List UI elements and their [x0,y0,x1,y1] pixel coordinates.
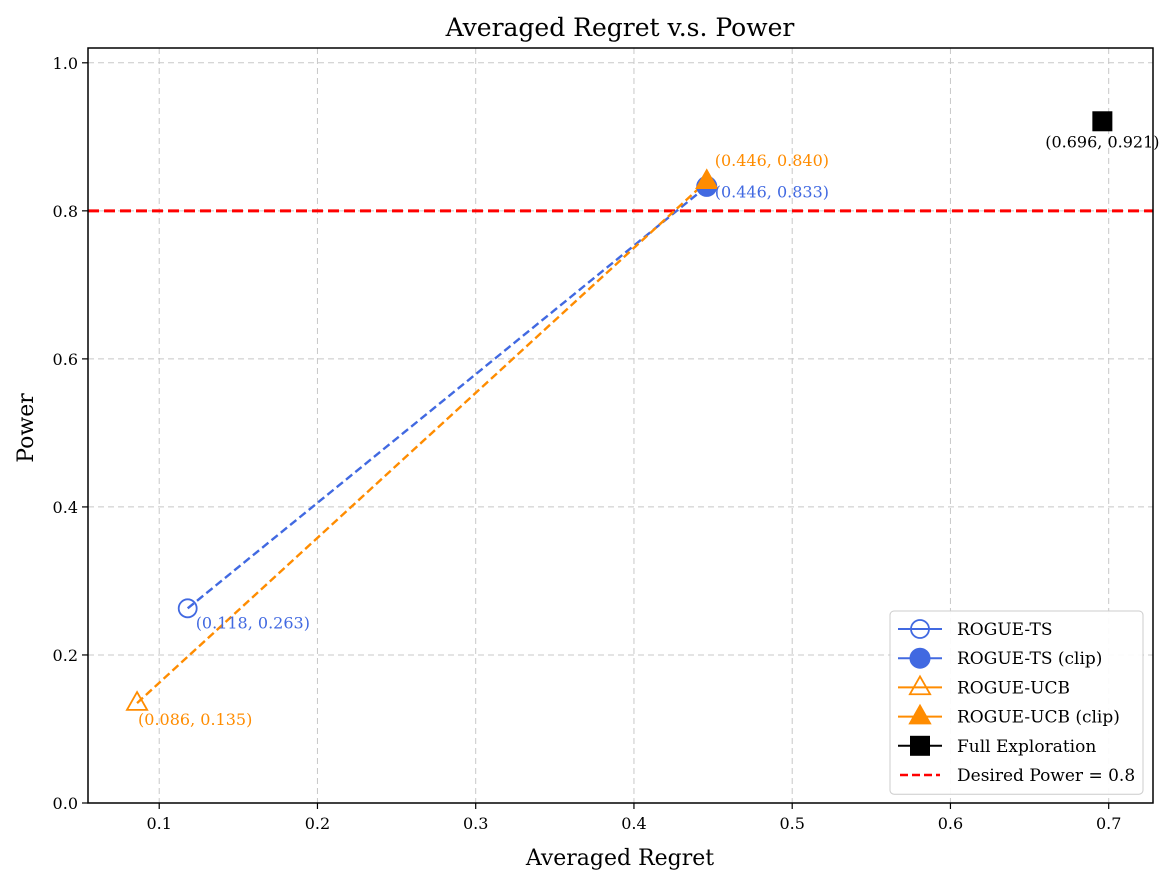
x-tick-label: 0.4 [621,814,646,833]
legend-label: ROGUE-UCB (clip) [957,708,1120,728]
legend-marker [908,703,932,725]
axes-frame [87,47,1154,804]
data-label-layer: (0.118, 0.263) (0.446, 0.833) (0.086, 0.13… [138,132,1159,729]
legend-box [889,610,1144,795]
tick-layer: 0.1 0.2 0.3 0.4 0.5 0.6 0.7 0.0 0.2 0.4 0.6 0.8 1.0 [53,54,1122,833]
y-tick-label: 0.8 [53,202,78,221]
legend-label: ROGUE-UCB [957,678,1070,698]
legend-marker [908,674,932,696]
series-connector-line [186,185,708,610]
y-axis-label: Power [14,393,39,463]
legend: ROGUE-TS ROGUE-TS (clip) ROGUE-UCB ROGUE-UC… [889,610,1144,795]
y-tick-label: 0.4 [53,498,78,517]
y-tick-label: 1.0 [53,54,78,73]
x-tick-label: 0.1 [146,814,171,833]
x-tick-label: 0.5 [779,814,804,833]
legend-label: ROGUE-TS [957,620,1053,640]
connector-layer [136,180,708,704]
data-point [695,168,719,189]
data-label: (0.446, 0.833) [715,182,829,201]
y-tick-label: 0.2 [53,646,78,665]
marker-layer [125,111,1113,711]
legend-marker [910,619,930,639]
data-label: (0.696, 0.921) [1045,132,1159,151]
x-tick-label: 0.3 [463,814,488,833]
legend-label: Full Exploration [957,737,1096,757]
data-label: (0.118, 0.263) [196,613,310,632]
x-tick-label: 0.6 [938,814,963,833]
data-label: (0.446, 0.840) [715,151,829,170]
legend-marker [910,735,930,756]
x-tick-label: 0.2 [305,814,330,833]
y-tick-label: 0.6 [53,350,78,369]
chart-title: Averaged Regret v.s. Power [445,13,795,42]
data-point [125,690,149,711]
x-axis-label: Averaged Regret [525,846,714,871]
y-tick-label: 0.0 [53,794,78,813]
data-label: (0.086, 0.135) [138,710,252,729]
series-connector-line [136,180,708,704]
data-point [177,598,198,619]
legend-label: ROGUE-TS (clip) [957,649,1102,669]
x-tick-label: 0.7 [1096,814,1121,833]
legend-marker [909,647,931,669]
data-point [1092,111,1113,132]
legend-label: Desired Power = 0.8 [957,766,1135,786]
